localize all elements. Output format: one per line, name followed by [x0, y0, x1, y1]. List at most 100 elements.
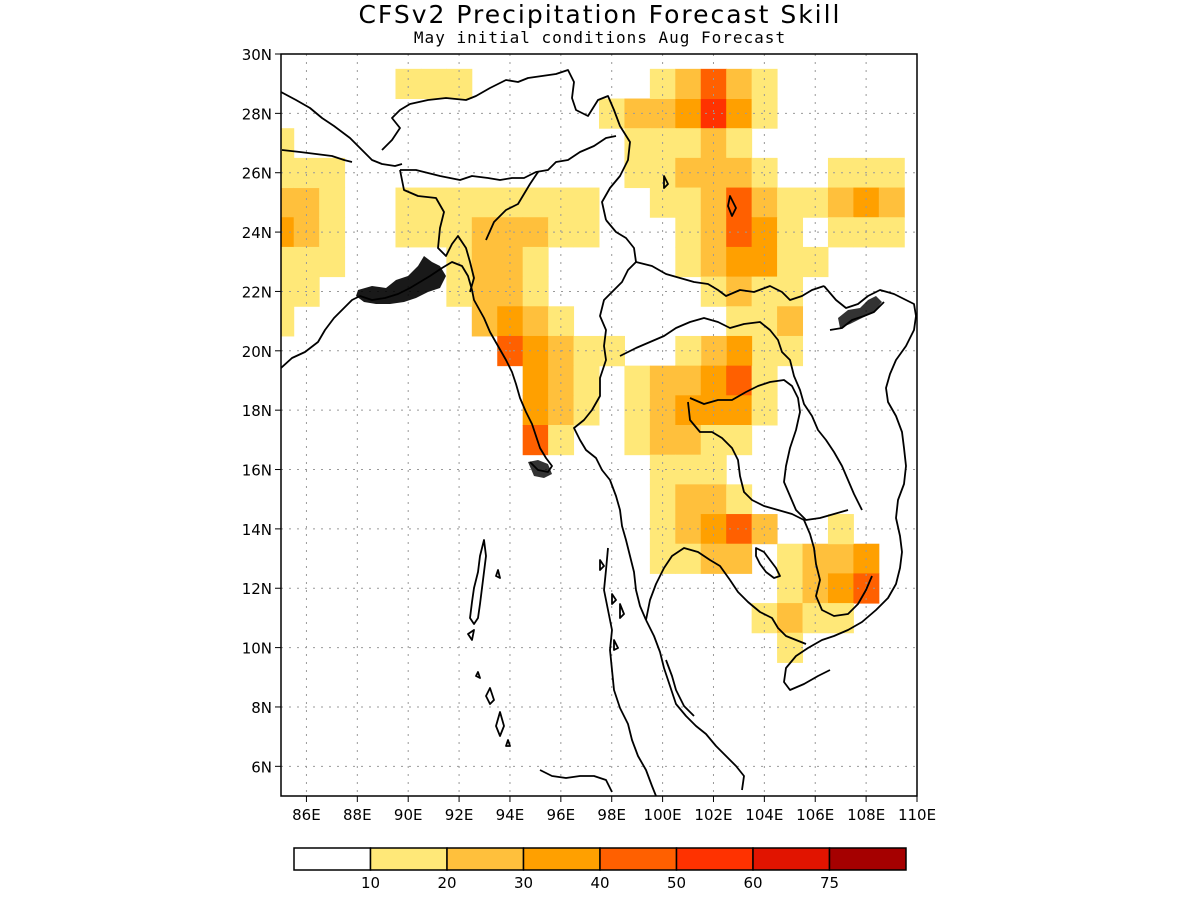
lon-label: 86E: [292, 806, 321, 824]
skill-cell: [675, 187, 702, 218]
skill-cell: [675, 217, 702, 248]
lat-label: 8N: [251, 699, 272, 717]
lon-label: 94E: [496, 806, 525, 824]
skill-cell: [777, 603, 804, 634]
lat-label: 20N: [242, 343, 272, 361]
skill-cell: [675, 425, 702, 456]
skill-cell: [853, 187, 880, 218]
latitude-labels: 6N 8N 10N 12N 14N 16N 18N 20N 22N 24N 26N 28N 30N: [242, 46, 272, 776]
skill-cell: [726, 128, 753, 159]
skill-cell: [319, 246, 346, 278]
lat-label: 16N: [242, 462, 272, 480]
coast-peninsula-east: [665, 659, 695, 717]
border-nepal: [281, 91, 403, 167]
border-bangladesh: [399, 169, 475, 293]
skill-cell: [751, 68, 778, 100]
skill-cell: [293, 187, 320, 218]
lon-label: 92E: [445, 806, 474, 824]
skill-cell: [471, 246, 498, 278]
skill-cell: [827, 187, 854, 218]
skill-cell: [675, 484, 702, 515]
map-subtitle: May initial conditions Aug Forecast: [413, 28, 787, 47]
colorbar-label: 60: [743, 874, 762, 892]
lat-label: 18N: [242, 402, 272, 420]
colorbar-swatch: [752, 847, 831, 871]
skill-cell: [675, 543, 702, 574]
colorbar-swatch: [522, 847, 601, 871]
coastlines-and-borders: [281, 69, 917, 796]
skill-cell: [624, 425, 651, 456]
colorbar-label: 75: [820, 874, 839, 892]
skill-cell: [446, 187, 473, 218]
skill-cell: [700, 425, 727, 456]
border-laos-china: [635, 261, 825, 301]
skill-cell: [878, 157, 905, 189]
colorbar-swatch: [369, 847, 448, 871]
skill-cell: [522, 306, 549, 337]
colorbar-swatch: [293, 847, 372, 871]
skill-cell: [675, 68, 702, 100]
skill-cell: [675, 98, 702, 129]
skill-cell: [522, 395, 549, 426]
skill-cell: [751, 187, 778, 218]
skill-cell: [675, 365, 702, 396]
lat-label: 10N: [242, 640, 272, 658]
skill-cell: [777, 187, 804, 218]
skill-cell: [675, 454, 702, 485]
skill-cell: [649, 395, 676, 426]
skill-cell: [548, 187, 575, 218]
border-tibet: [381, 69, 631, 221]
skill-cell: [675, 335, 702, 367]
lat-label: 12N: [242, 580, 272, 598]
colorbar-label: 20: [437, 874, 456, 892]
skill-cell: [649, 454, 676, 485]
lat-label: 22N: [242, 283, 272, 301]
skill-cell: [878, 187, 905, 218]
coastal-islands-myanmar: [599, 559, 625, 651]
skill-cell: [573, 365, 600, 396]
skill-cell: [751, 217, 778, 248]
gridlines: [281, 54, 917, 796]
skill-cell: [319, 217, 346, 248]
colorbar-label: 40: [590, 874, 609, 892]
skill-cell: [522, 425, 549, 456]
skill-cell: [649, 484, 676, 515]
skill-cell: [319, 157, 346, 189]
skill-cell: [675, 246, 702, 278]
skill-cell: [827, 543, 854, 574]
coastline-peninsula-west: [603, 547, 657, 796]
lon-label: 98E: [597, 806, 626, 824]
coastline-peninsula-upper: [539, 769, 613, 793]
skill-cell: [281, 187, 295, 218]
colorbar-label: 30: [514, 874, 533, 892]
skill-cell: [497, 217, 524, 248]
colorbar-swatch: [599, 847, 678, 871]
skill-cell: [624, 98, 651, 129]
coastline-gulf: [645, 619, 745, 791]
border-myanmar: [485, 171, 539, 241]
skill-cell: [802, 603, 829, 634]
andaman-islands: [469, 539, 487, 625]
andaman-small: [467, 569, 501, 705]
border-myanmar-east: [573, 219, 647, 621]
skill-cell: [726, 543, 753, 574]
lat-label: 14N: [242, 521, 272, 539]
colorbar-label: 10: [361, 874, 380, 892]
lon-label: 104E: [745, 806, 783, 824]
skill-cell: [675, 128, 702, 159]
colorbar: [293, 847, 907, 871]
skill-cell: [522, 217, 549, 248]
skill-cell: [522, 276, 549, 307]
border-assam: [400, 135, 617, 181]
skill-cell: [420, 187, 447, 218]
lon-label: 96E: [547, 806, 576, 824]
lat-label: 24N: [242, 224, 272, 242]
lon-label: 90E: [394, 806, 423, 824]
map-title: CFSv2 Precipitation Forecast Skill: [358, 0, 842, 29]
skill-cell: [281, 306, 295, 337]
lon-label: 106E: [796, 806, 834, 824]
coastline-india: [281, 261, 553, 473]
border-cambodia: [687, 401, 873, 617]
skill-cell: [777, 246, 804, 278]
